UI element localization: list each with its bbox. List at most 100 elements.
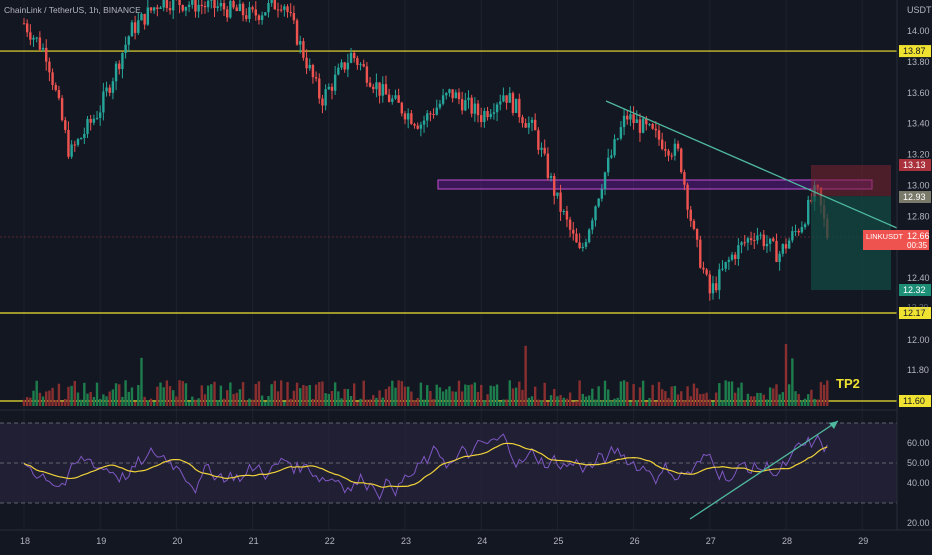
candle-body — [584, 242, 588, 247]
candle-body — [292, 13, 296, 21]
candle-body — [248, 7, 251, 19]
candle-body — [746, 238, 750, 243]
volume-bar — [435, 384, 438, 406]
volume-bar — [816, 399, 819, 406]
candle-body — [734, 254, 737, 259]
volume-bar — [178, 380, 181, 406]
candle-body — [708, 274, 711, 294]
candle-body — [527, 122, 531, 128]
volume-bar — [499, 401, 502, 406]
candle-body — [127, 36, 130, 45]
volume-bar — [432, 399, 435, 406]
candle-body — [756, 235, 759, 241]
volume-bar — [537, 399, 540, 406]
volume-bar — [92, 397, 96, 406]
candle-body — [45, 47, 48, 62]
candle-body — [299, 41, 302, 45]
volume-bar — [641, 380, 645, 406]
volume-bar — [229, 382, 232, 406]
volume-bar — [464, 384, 467, 406]
candle-body — [565, 211, 569, 220]
candle-body — [197, 4, 200, 12]
volume-bar — [607, 389, 610, 406]
candle-body — [257, 15, 261, 21]
time-label: 24 — [477, 536, 487, 546]
candle-body — [70, 144, 73, 157]
volume-bar — [273, 380, 277, 406]
volume-bar — [448, 386, 451, 406]
volume-bar — [473, 382, 477, 406]
candle-body — [562, 211, 565, 213]
volume-bar — [676, 394, 680, 406]
candle-body — [467, 97, 470, 101]
volume-bar — [438, 387, 442, 406]
volume-bar — [200, 385, 203, 406]
candle-body — [29, 32, 32, 40]
volume-bar — [746, 393, 750, 406]
volume-bar — [333, 382, 337, 406]
candle-body — [476, 103, 480, 116]
volume-bar — [673, 385, 677, 406]
volume-bar — [587, 395, 591, 406]
candle-body — [626, 115, 629, 120]
candle-body — [800, 227, 804, 233]
volume-bar — [759, 392, 762, 406]
candle-body — [394, 95, 397, 99]
candle-body — [768, 238, 772, 244]
resistance-zone — [437, 179, 873, 190]
candle-body — [305, 57, 308, 69]
candle-body — [721, 268, 724, 270]
volume-bar — [79, 399, 83, 406]
candle-body — [60, 98, 64, 121]
candle-body — [664, 148, 667, 151]
volume-bar — [400, 381, 404, 406]
volume-bar — [165, 380, 169, 406]
candle-body — [648, 124, 651, 126]
candle-body — [210, 0, 213, 1]
rsi-panel — [0, 409, 897, 520]
rsi-tick-label: 60.00 — [907, 438, 930, 448]
volume-bar — [257, 381, 261, 406]
candle-body — [438, 103, 442, 108]
volume-bar — [689, 396, 692, 406]
volume-bar — [41, 396, 45, 406]
badge-stop: 13.13 — [903, 160, 926, 170]
candle-body — [419, 124, 423, 129]
candle-body — [464, 100, 467, 111]
candle-body — [133, 22, 137, 33]
candle-body — [445, 93, 448, 96]
badge-support-bg — [899, 307, 931, 319]
candle-body — [533, 119, 537, 131]
candle-body — [108, 87, 111, 93]
candle-body — [641, 118, 645, 133]
volume-bar — [486, 394, 489, 406]
candle-body — [372, 86, 375, 90]
volume-bar — [559, 394, 562, 406]
volume-bar — [822, 384, 826, 406]
volume-bar — [149, 398, 153, 406]
candle-body — [676, 143, 680, 149]
volume-bar — [467, 385, 470, 406]
volume-bar — [156, 386, 159, 406]
candle-body — [302, 41, 305, 58]
volume-bar — [524, 345, 527, 406]
volume-bar — [460, 391, 464, 406]
candle-body — [518, 98, 521, 118]
volume-bar — [683, 400, 686, 406]
volume-bar — [553, 388, 556, 406]
time-label: 29 — [858, 536, 868, 546]
badge-current-bg — [863, 230, 929, 250]
candle-body — [83, 133, 86, 139]
volume-bar — [419, 382, 423, 406]
candle-body — [76, 139, 80, 145]
volume-bar — [394, 387, 397, 406]
volume-bar — [794, 391, 797, 406]
volume-bar — [346, 389, 350, 406]
candle-body — [41, 47, 45, 50]
candle-body — [89, 119, 92, 123]
candle-body — [343, 62, 346, 70]
volume-bar — [667, 397, 670, 406]
time-label: 22 — [325, 536, 335, 546]
